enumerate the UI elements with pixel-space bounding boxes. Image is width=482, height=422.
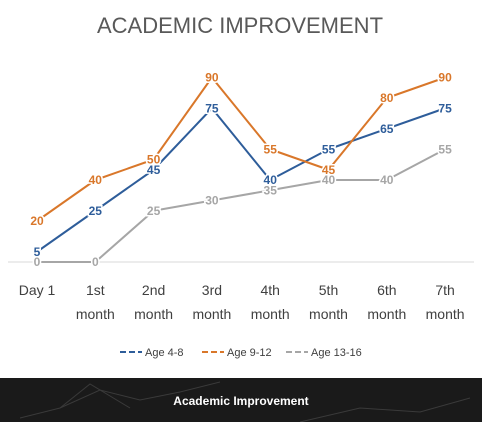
data-label: 35 xyxy=(264,183,278,197)
legend-label: Age 4-8 xyxy=(145,347,184,359)
x-tick-label: month xyxy=(192,306,231,322)
data-label: 45 xyxy=(322,163,336,177)
series-0 xyxy=(36,107,446,253)
data-label: 30 xyxy=(205,194,219,208)
x-tick-label: 2nd xyxy=(142,282,165,298)
data-label: 45 xyxy=(147,163,161,177)
x-tick-label: month xyxy=(251,306,290,322)
data-label: 25 xyxy=(147,204,161,218)
data-label: 90 xyxy=(205,71,219,85)
x-tick-label: 5th xyxy=(319,282,338,298)
chart-title: ACADEMIC IMPROVEMENT xyxy=(97,13,383,38)
data-label: 40 xyxy=(89,173,103,187)
data-label: 80 xyxy=(380,91,394,105)
series-line xyxy=(36,107,446,253)
data-label: 55 xyxy=(438,142,452,156)
caption-bar: Academic Improvement xyxy=(0,378,482,422)
x-tick-labels: Day 1 1st month 2nd month 3rd month 4th month 5th… xyxy=(19,282,465,322)
x-tick-label: 4th xyxy=(260,282,279,298)
x-tick-label: month xyxy=(367,306,406,322)
legend-label: Age 13-16 xyxy=(311,347,362,359)
data-label: 0 xyxy=(92,255,99,269)
data-label: 65 xyxy=(380,122,394,136)
x-tick-label: month xyxy=(134,306,173,322)
data-label: 90 xyxy=(438,71,452,85)
data-label: 25 xyxy=(89,204,103,218)
data-label: 20 xyxy=(30,214,44,228)
legend-item: Age 9-12 xyxy=(202,347,272,359)
data-label: 5 xyxy=(34,245,41,259)
series-1 xyxy=(36,76,446,222)
series-line xyxy=(37,148,446,263)
caption-background-sketch xyxy=(19,381,471,422)
x-tick-label: month xyxy=(426,306,465,322)
data-label: 40 xyxy=(322,173,336,187)
x-tick-label: month xyxy=(309,306,348,322)
x-tick-label: Day 1 xyxy=(19,282,56,298)
legend-item: Age 13-16 xyxy=(286,347,362,359)
data-label: 50 xyxy=(147,153,161,167)
data-label: 55 xyxy=(264,142,278,156)
series-labels-1: 20 40 50 90 55 45 80 90 xyxy=(29,69,454,230)
x-tick-label: 1st xyxy=(86,282,105,298)
data-label: 40 xyxy=(264,173,278,187)
caption-text: Academic Improvement xyxy=(173,394,309,408)
data-label: 75 xyxy=(438,101,452,115)
legend-item: Age 4-8 xyxy=(120,347,184,359)
legend: Age 4-8 Age 9-12 Age 13-16 xyxy=(120,347,362,359)
x-tick-label: 7th xyxy=(435,282,454,298)
data-label: 75 xyxy=(205,101,219,115)
x-tick-label: 3rd xyxy=(202,282,222,298)
series-labels-0: 5 25 45 75 40 55 65 75 xyxy=(32,100,453,261)
x-tick-label: month xyxy=(76,306,115,322)
data-label: 0 xyxy=(34,255,41,269)
data-label: 55 xyxy=(322,142,336,156)
series-2 xyxy=(37,148,446,263)
series-line xyxy=(36,76,446,222)
x-tick-label: 6th xyxy=(377,282,396,298)
data-label: 40 xyxy=(380,173,394,187)
legend-label: Age 9-12 xyxy=(227,347,272,359)
